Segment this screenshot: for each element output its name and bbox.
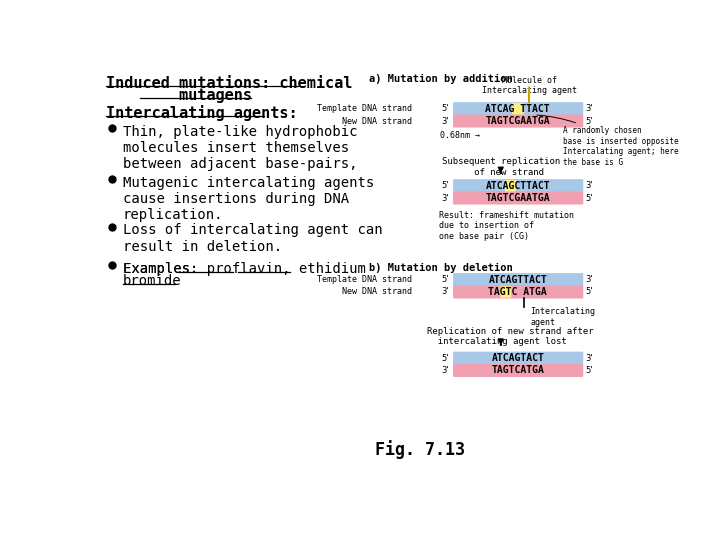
Text: Loss of intercalating agent can
result in deletion.: Loss of intercalating agent can result i… <box>122 224 382 254</box>
Text: Examples:: Examples: <box>122 262 207 276</box>
Text: a) Mutation by addition: a) Mutation by addition <box>369 74 513 84</box>
FancyBboxPatch shape <box>512 103 523 114</box>
Text: 3': 3' <box>441 193 449 202</box>
FancyBboxPatch shape <box>453 364 583 377</box>
Text: 5': 5' <box>585 287 593 296</box>
Text: Template DNA strand: Template DNA strand <box>317 104 412 113</box>
Text: TAGTC ATGA: TAGTC ATGA <box>488 287 547 297</box>
Text: 3': 3' <box>585 275 593 284</box>
FancyBboxPatch shape <box>453 273 583 286</box>
Text: 0.68nm →: 0.68nm → <box>441 131 480 140</box>
Text: b) Mutation by deletion: b) Mutation by deletion <box>369 264 513 273</box>
FancyBboxPatch shape <box>453 102 583 115</box>
Text: 5': 5' <box>585 193 593 202</box>
Text: mutagens: mutagens <box>106 88 251 103</box>
Text: Mutagenic intercalating agents
cause insertions during DNA
replication.: Mutagenic intercalating agents cause ins… <box>122 176 374 222</box>
Text: ATCAGCTTACT: ATCAGCTTACT <box>485 181 550 191</box>
Text: TAGTCGAATGA: TAGTCGAATGA <box>485 193 550 203</box>
FancyBboxPatch shape <box>453 192 583 205</box>
Text: 5': 5' <box>585 366 593 375</box>
Text: Intercalating
agent: Intercalating agent <box>530 307 595 327</box>
Text: 3': 3' <box>441 287 449 296</box>
Text: 5': 5' <box>441 275 449 284</box>
FancyBboxPatch shape <box>453 352 583 365</box>
Text: Molecule of
Intercalating agent: Molecule of Intercalating agent <box>482 76 577 95</box>
Text: 5': 5' <box>585 117 593 125</box>
Text: Induced mutations: chemical: Induced mutations: chemical <box>106 76 352 91</box>
Text: Examples: proflavin, ethidium: Examples: proflavin, ethidium <box>122 262 366 276</box>
Text: Result: frameshift mutation
due to insertion of
one base pair (CG): Result: frameshift mutation due to inser… <box>438 211 574 241</box>
Text: 3': 3' <box>441 117 449 125</box>
Text: Thin, plate-like hydrophobic
molecules insert themselves
between adjacent base-p: Thin, plate-like hydrophobic molecules i… <box>122 125 357 171</box>
Text: New DNA strand: New DNA strand <box>341 117 412 125</box>
Text: 3': 3' <box>585 354 593 363</box>
Text: ATCAG TTACT: ATCAG TTACT <box>485 104 550 114</box>
Text: 5': 5' <box>441 181 449 190</box>
Text: 3': 3' <box>585 104 593 113</box>
Text: 3': 3' <box>441 366 449 375</box>
FancyBboxPatch shape <box>453 179 583 192</box>
Text: 3': 3' <box>585 181 593 190</box>
Text: 5': 5' <box>441 104 449 113</box>
Text: Intercalating agents:: Intercalating agents: <box>106 105 297 121</box>
Text: Subsequent replication
   of new strand: Subsequent replication of new strand <box>441 157 560 177</box>
Text: Template DNA strand: Template DNA strand <box>317 275 412 284</box>
Text: New DNA strand: New DNA strand <box>341 287 412 296</box>
Text: ATCAGTTACT: ATCAGTTACT <box>488 275 547 285</box>
FancyBboxPatch shape <box>453 286 583 299</box>
Text: 5': 5' <box>441 354 449 363</box>
Text: TAGTCGAATGA: TAGTCGAATGA <box>485 116 550 126</box>
Text: ATCAGTACT: ATCAGTACT <box>491 353 544 363</box>
Text: Fig. 7.13: Fig. 7.13 <box>375 440 465 459</box>
Text: A randomly chosen
base is inserted opposite
Intercalating agent; here
the base i: A randomly chosen base is inserted oppos… <box>537 115 678 167</box>
Text: bromide: bromide <box>122 274 181 288</box>
Text: TAGTCATGA: TAGTCATGA <box>491 366 544 375</box>
Text: Replication of new strand after
  intercalating agent lost: Replication of new strand after intercal… <box>427 327 594 346</box>
FancyBboxPatch shape <box>500 286 511 298</box>
FancyBboxPatch shape <box>453 114 583 127</box>
FancyBboxPatch shape <box>505 180 516 192</box>
